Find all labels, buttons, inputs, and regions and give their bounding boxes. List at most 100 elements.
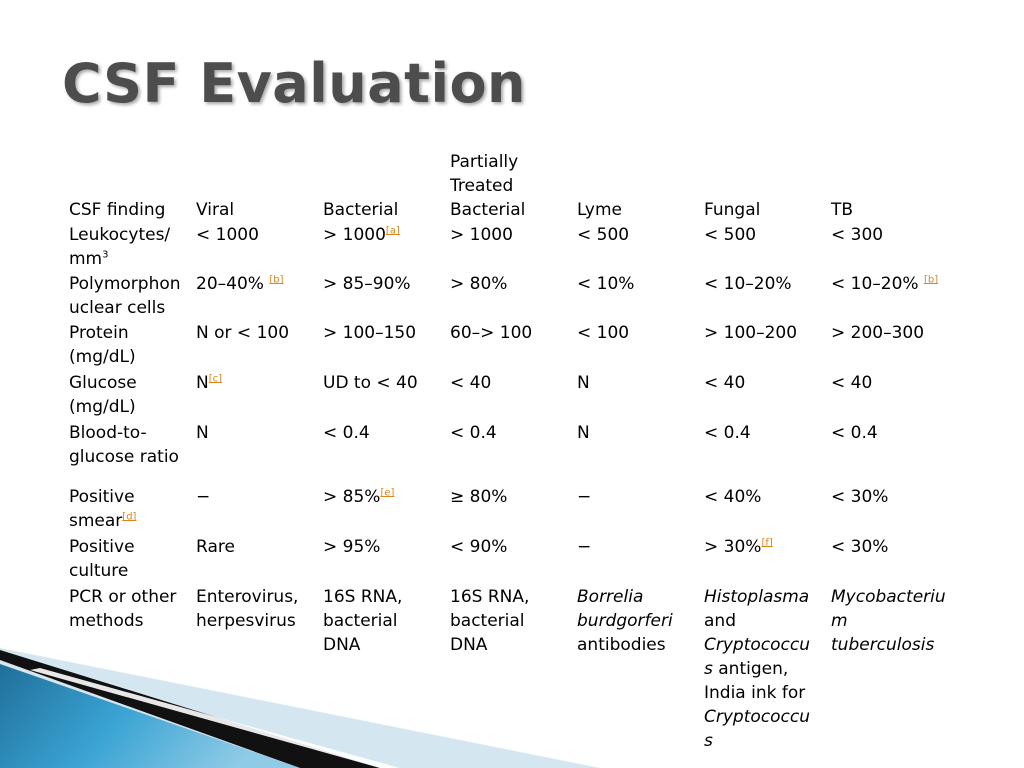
cell-pcr-lyme: Borrelia burdgorferi antibodies <box>572 585 699 753</box>
cell-protein-bacterial: > 100–150 <box>323 323 417 343</box>
table-row-glucose-ratio: Blood-to-glucose ratio N < 0.4 < 0.4 N <… <box>64 421 953 485</box>
poly-label-line2: uclear cells <box>69 298 166 318</box>
pcr-viral-line1: Enterovirus, <box>196 587 299 607</box>
table-row-polymorphonuclear: Polymorphon uclear cells 20–40% [b] > 85–… <box>64 272 953 321</box>
reference-link-e[interactable]: [e] <box>380 487 395 499</box>
ratio-label-line1: Blood-to- <box>69 423 147 443</box>
pcr-fungal-line3: Cryptococcu <box>704 635 810 655</box>
cell-culture-bacterial: > 95% <box>323 537 381 557</box>
cell-smear-fungal: < 40% <box>704 487 762 507</box>
cell-protein-tb: > 200–300 <box>831 323 925 343</box>
cell-protein-fungal: > 100–200 <box>704 323 798 343</box>
reference-link-b[interactable]: [b] <box>269 274 284 286</box>
pcr-tb-line3: tuberculosis <box>831 635 935 655</box>
table-row-positive-smear: Positive smear[d] − > 85%[e] ≥ 80% − < 40… <box>64 485 953 535</box>
header-tb: TB <box>831 200 854 220</box>
header-partial-line2: Treated <box>450 176 514 196</box>
table-header: CSF finding Viral Bacterial Partially Tre… <box>64 150 953 223</box>
cell-culture-lyme: − <box>577 537 592 557</box>
cell-culture-viral: Rare <box>196 537 235 557</box>
pcr-fungal-line7: s <box>704 731 713 751</box>
pcr-fungal-line4a: s <box>704 659 713 679</box>
culture-fungal-value: > 30% <box>704 537 762 557</box>
cell-culture-tb: < 30% <box>831 537 889 557</box>
smear-label-line2: smear <box>69 511 123 531</box>
pcr-partial-line1: 16S RNA, <box>450 587 530 607</box>
row-label-leukocytes: Leukocytes/mm3 <box>64 223 191 272</box>
cell-glucose-bacterial: UD to < 40 <box>323 373 418 393</box>
pcr-bacterial-line1: 16S RNA, <box>323 587 403 607</box>
smear-label-line1: Positive <box>69 487 135 507</box>
cell-poly-viral: 20–40% [b] <box>191 272 318 321</box>
glucose-label-line2: (mg/dL) <box>69 397 136 417</box>
row-label-pcr: PCR or other methods <box>64 585 191 753</box>
cell-glucose-fungal: < 40 <box>704 373 746 393</box>
pcr-fungal-line4b: antigen, <box>712 659 789 679</box>
glucose-label-line1: Glucose <box>69 373 137 393</box>
culture-label-line2: culture <box>69 561 129 581</box>
leukocytes-label-line1: Leukocytes/ <box>69 225 171 245</box>
poly-tb-value: < 10–20% <box>831 274 919 294</box>
cell-ratio-bacterial: < 0.4 <box>323 423 370 443</box>
cell-smear-lyme: − <box>577 487 592 507</box>
cell-ratio-lyme: N <box>577 423 590 443</box>
smear-bacterial-value: > 85% <box>323 487 381 507</box>
table-row-protein: Protein (mg/dL) N or < 100 > 100–150 60–>… <box>64 321 953 371</box>
pcr-lyme-line2: burdgorferi <box>577 611 673 631</box>
table-row-glucose: Glucose (mg/dL) N[c] UD to < 40 < 40 N < … <box>64 371 953 421</box>
header-partial-line3: Bacterial <box>450 200 526 220</box>
cubed-superscript: 3 <box>102 249 109 261</box>
cell-culture-fungal: > 30%[f] <box>699 535 826 585</box>
table-row-pcr: PCR or other methods Enterovirus, herpesvi… <box>64 585 953 753</box>
protein-label-line2: (mg/dL) <box>69 347 136 367</box>
cell-glucose-partial: < 40 <box>450 373 492 393</box>
cell-smear-viral: − <box>196 487 211 507</box>
reference-link-a[interactable]: [a] <box>385 225 400 237</box>
cell-poly-lyme: < 10% <box>577 274 635 294</box>
csf-evaluation-table: CSF finding Viral Bacterial Partially Tre… <box>64 150 953 753</box>
cell-smear-partial: ≥ 80% <box>450 487 508 507</box>
protein-label-line1: Protein <box>69 323 129 343</box>
cell-leukocytes-bacterial: > 1000[a] <box>318 223 445 272</box>
pcr-fungal-line2: and <box>704 611 736 631</box>
cell-smear-tb: < 30% <box>831 487 889 507</box>
culture-label-line1: Positive <box>69 537 135 557</box>
pcr-fungal-line1: Histoplasma <box>704 587 810 607</box>
cell-poly-partial: > 80% <box>450 274 508 294</box>
leukocytes-label-line2: mm <box>69 249 103 269</box>
pcr-fungal-line6: Cryptococcu <box>704 707 810 727</box>
cell-poly-tb: < 10–20% [b] <box>826 272 953 321</box>
pcr-lyme-line1: Borrelia <box>577 587 644 607</box>
pcr-partial-line3: DNA <box>450 635 488 655</box>
table-row-leukocytes: Leukocytes/mm3 < 1000 > 1000[a] > 1000 <… <box>64 223 953 272</box>
header-csf-finding: CSF finding <box>69 200 166 220</box>
cell-poly-fungal: < 10–20% <box>704 274 792 294</box>
pcr-tb-line2: m <box>831 611 848 631</box>
row-label-polymorphonuclear: Polymorphon uclear cells <box>64 272 191 321</box>
cell-poly-bacterial: > 85–90% <box>323 274 411 294</box>
cell-smear-bacterial: > 85%[e] <box>318 485 445 535</box>
reference-link-f[interactable]: [f] <box>761 537 773 549</box>
cell-ratio-partial: < 0.4 <box>450 423 497 443</box>
cell-pcr-partial: 16S RNA, bacterial DNA <box>445 585 572 753</box>
header-partial-line1: Partially <box>450 152 519 172</box>
reference-link-b-tb[interactable]: [b] <box>923 274 939 286</box>
reference-link-d[interactable]: [d] <box>122 511 137 523</box>
cell-protein-viral: N or < 100 <box>196 323 290 343</box>
row-label-positive-culture: Positive culture <box>64 535 191 585</box>
poly-viral-value: 20–40% <box>196 274 264 294</box>
pcr-viral-line2: herpesvirus <box>196 611 296 631</box>
cell-glucose-tb: < 40 <box>831 373 873 393</box>
pcr-partial-line2: bacterial <box>450 611 525 631</box>
reference-link-c[interactable]: [c] <box>208 373 223 385</box>
cell-ratio-fungal: < 0.4 <box>704 423 751 443</box>
row-label-protein: Protein (mg/dL) <box>64 321 191 371</box>
pcr-bacterial-line3: DNA <box>323 635 361 655</box>
cell-pcr-fungal: Histoplasma and Cryptococcu s antigen, India… <box>699 585 826 753</box>
row-label-positive-smear: Positive smear[d] <box>64 485 191 535</box>
pcr-lyme-line3: antibodies <box>577 635 666 655</box>
pcr-label-line2: methods <box>69 611 144 631</box>
pcr-label-line1: PCR or other <box>69 587 177 607</box>
cell-pcr-tb: Mycobacteriu m tuberculosis <box>826 585 953 753</box>
page-title: CSF Evaluation <box>62 52 526 115</box>
